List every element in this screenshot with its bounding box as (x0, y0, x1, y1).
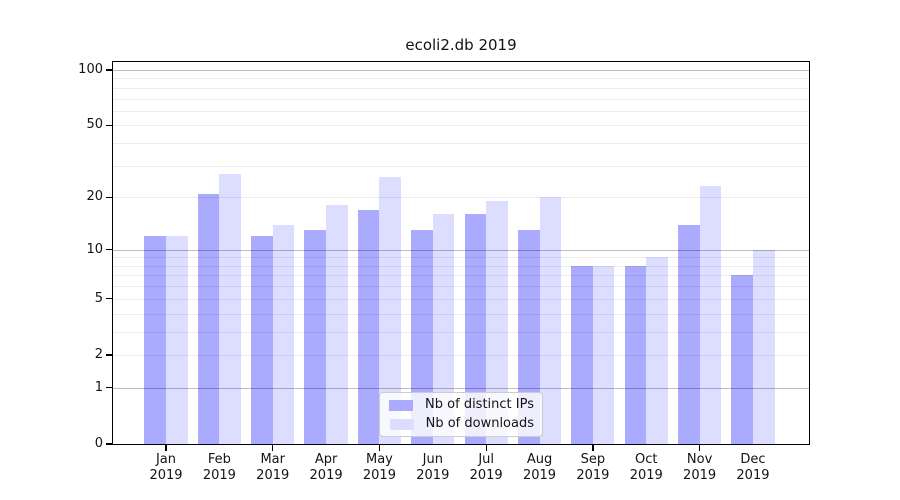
x-tick-label: Feb 2019 (202, 452, 236, 483)
x-tick-label: Oct 2019 (629, 452, 663, 483)
bar-downloads-apr (326, 205, 348, 444)
x-axis-tick (272, 444, 274, 451)
bar-downloads-nov (699, 186, 722, 444)
y-axis-tick (106, 354, 113, 356)
gridline-minor (113, 313, 810, 315)
bar-distinct-ips-mar (251, 236, 273, 444)
bar-distinct-ips-dec (731, 275, 753, 444)
y-axis-tick (106, 387, 113, 389)
gridline-minor (113, 298, 810, 300)
gridline-minor (113, 143, 810, 145)
x-tick-label: Apr 2019 (309, 452, 343, 483)
bar-distinct-ips-feb (197, 193, 220, 444)
y-tick-label: 10 (86, 241, 103, 257)
bar-distinct-ips-oct (624, 265, 647, 444)
y-axis-tick (106, 249, 113, 251)
x-axis-tick (592, 444, 594, 451)
x-tick-label: Jan 2019 (149, 452, 183, 483)
legend-item-distinct-ips: Nb of distinct IPs (388, 397, 534, 413)
gridline-minor (113, 87, 810, 89)
x-tick-label: Nov 2019 (683, 452, 717, 483)
bar-downloads-feb (219, 173, 241, 444)
legend-item-downloads: Nb of downloads (388, 416, 534, 432)
legend-swatch-distinct-ips (389, 399, 414, 411)
bar-distinct-ips-apr (304, 230, 327, 444)
x-tick-label: Sep 2019 (576, 452, 610, 483)
y-tick-label: 20 (86, 189, 103, 205)
y-tick-label: 100 (78, 61, 103, 77)
gridline-minor (113, 331, 810, 333)
gridline-minor (113, 265, 810, 267)
x-tick-label: Jun 2019 (416, 452, 450, 483)
bar-downloads-mar (272, 224, 295, 444)
bar-distinct-ips-jun (411, 230, 433, 444)
bar-downloads-aug (539, 197, 562, 444)
x-axis-tick (698, 444, 701, 451)
bar-downloads-jun (432, 214, 455, 444)
legend-swatch-downloads (389, 418, 414, 430)
legend: Nb of distinct IPs Nb of downloads (379, 392, 543, 437)
gridline-minor (113, 275, 810, 277)
y-tick-label: 50 (86, 117, 103, 133)
gridline-minor (113, 354, 810, 356)
y-tick-label: 2 (94, 346, 103, 362)
x-tick-label: Aug 2019 (522, 452, 557, 483)
y-axis-tick (106, 443, 113, 445)
y-tick-label: 0 (94, 436, 103, 451)
y-axis-tick (106, 124, 113, 126)
y-axis-tick (106, 69, 113, 71)
y-axis-tick (106, 196, 113, 198)
y-tick-label: 5 (94, 290, 103, 306)
gridline-minor (113, 165, 810, 167)
x-axis-tick (485, 444, 487, 451)
bar-downloads-sep (592, 265, 615, 444)
bar-distinct-ips-jan (144, 236, 166, 444)
bar-downloads-jul (486, 201, 508, 444)
x-tick-label: Mar 2019 (256, 452, 290, 483)
bar-downloads-jan (166, 236, 188, 444)
bar-distinct-ips-may (357, 209, 380, 444)
x-tick-label: Dec 2019 (736, 452, 770, 483)
bar-distinct-ips-sep (571, 265, 593, 444)
bar-distinct-ips-jul (464, 214, 487, 444)
bar-downloads-oct (646, 257, 668, 444)
bar-downloads-may (379, 176, 402, 444)
bar-distinct-ips-nov (678, 224, 700, 444)
gridline-minor (113, 110, 810, 112)
legend-label-distinct-ips: Nb of distinct IPs (425, 397, 534, 412)
x-tick-label: Jul 2019 (469, 452, 503, 483)
gridline-major (113, 69, 810, 71)
gridline-minor (113, 98, 810, 100)
gridline-major (113, 387, 810, 389)
gridline-minor (113, 257, 810, 259)
legend-label-downloads: Nb of downloads (425, 416, 534, 431)
plot-frame (112, 61, 810, 445)
y-axis-tick (106, 298, 113, 300)
y-tick-label: 1 (94, 379, 103, 395)
chart-title: ecoli2.db 2019 (405, 36, 517, 54)
x-tick-label: May 2019 (362, 452, 396, 483)
gridline-major (113, 249, 810, 251)
gridline-minor (113, 286, 810, 288)
gridline-minor (113, 78, 810, 80)
x-axis-tick (378, 444, 381, 451)
x-axis-tick (165, 444, 167, 451)
bar-distinct-ips-aug (517, 230, 540, 444)
gridline-minor (113, 197, 810, 199)
gridline-minor (113, 125, 810, 127)
bar-downloads-dec (752, 249, 775, 444)
